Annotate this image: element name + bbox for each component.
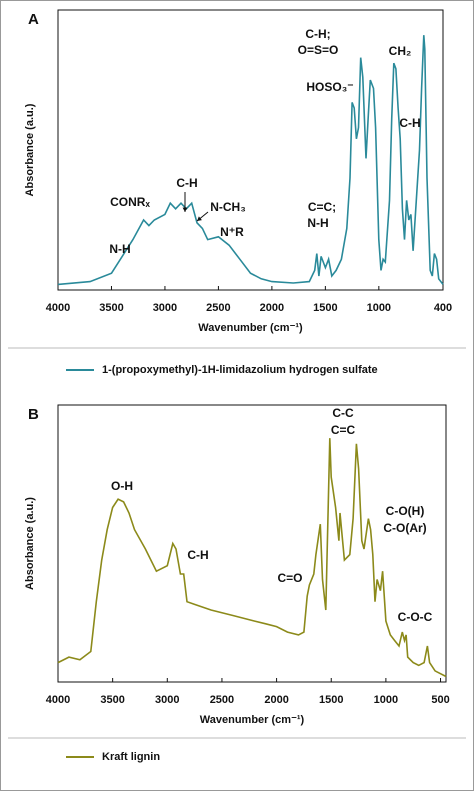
x-tick-label: 2500 <box>206 302 230 314</box>
x-tick-label: 2000 <box>260 302 284 314</box>
peak-annotation: C-O(H) <box>386 504 425 518</box>
x-tick-label: 3000 <box>153 302 177 314</box>
peak-annotation: N⁺R <box>220 225 244 239</box>
peak-annotation: N-H <box>109 242 130 256</box>
x-tick-label: 500 <box>431 694 449 706</box>
peak-annotation: C-C <box>332 406 354 420</box>
x-tick-label: 3500 <box>99 302 123 314</box>
panel-label: A <box>28 11 39 28</box>
arrow-head <box>182 207 188 212</box>
x-tick-label: 1000 <box>374 694 398 706</box>
x-tick-label: 2000 <box>264 694 288 706</box>
peak-annotation: O-H <box>111 479 133 493</box>
peak-annotation: C-H <box>399 116 420 130</box>
peak-annotation: O=S=O <box>298 43 339 57</box>
arrow-head <box>197 216 202 221</box>
peak-annotation: CONRₓ <box>110 195 150 209</box>
peak-annotation: C=O <box>277 571 302 585</box>
peak-annotation: C-H <box>176 176 197 190</box>
x-tick-label: 4000 <box>46 694 70 706</box>
plot-frame <box>57 9 444 291</box>
x-axis-title: Wavenumber (cm⁻¹) <box>198 322 303 334</box>
legend-label: 1-(propoxymethyl)-1H-limidazolium hydrog… <box>102 364 378 376</box>
peak-annotation: HOSO₃⁻ <box>306 80 353 94</box>
peak-annotation: C=C; <box>308 200 336 214</box>
x-tick-label: 1500 <box>313 302 337 314</box>
legend-label: Kraft lignin <box>102 751 160 763</box>
peak-annotation: C-H <box>187 548 208 562</box>
peak-annotation: C=C <box>331 423 356 437</box>
peak-annotation: CH₂ <box>389 44 412 58</box>
x-tick-label: 1500 <box>319 694 343 706</box>
peak-annotation: C-H; <box>305 27 330 41</box>
x-tick-label: 3000 <box>155 694 179 706</box>
x-axis-title: Wavenumber (cm⁻¹) <box>200 714 305 726</box>
x-tick-label: 4000 <box>46 302 70 314</box>
x-tick-label: 2500 <box>210 694 234 706</box>
x-tick-label: 3500 <box>100 694 124 706</box>
plot-frame <box>57 404 447 683</box>
y-axis-title: Absorbance (a.u.) <box>24 103 36 196</box>
panel-label: B <box>28 406 39 423</box>
peak-annotation: N-H <box>307 216 328 230</box>
spectrum-line <box>57 438 447 678</box>
spectrum-line <box>57 35 444 286</box>
peak-annotation: N-CH₃ <box>210 200 246 214</box>
x-tick-label: 1000 <box>367 302 391 314</box>
y-axis-title: Absorbance (a.u.) <box>24 497 36 590</box>
peak-annotation: C-O-C <box>398 610 433 624</box>
peak-annotation: C-O(Ar) <box>383 521 426 535</box>
x-tick-label: 400 <box>434 302 452 314</box>
